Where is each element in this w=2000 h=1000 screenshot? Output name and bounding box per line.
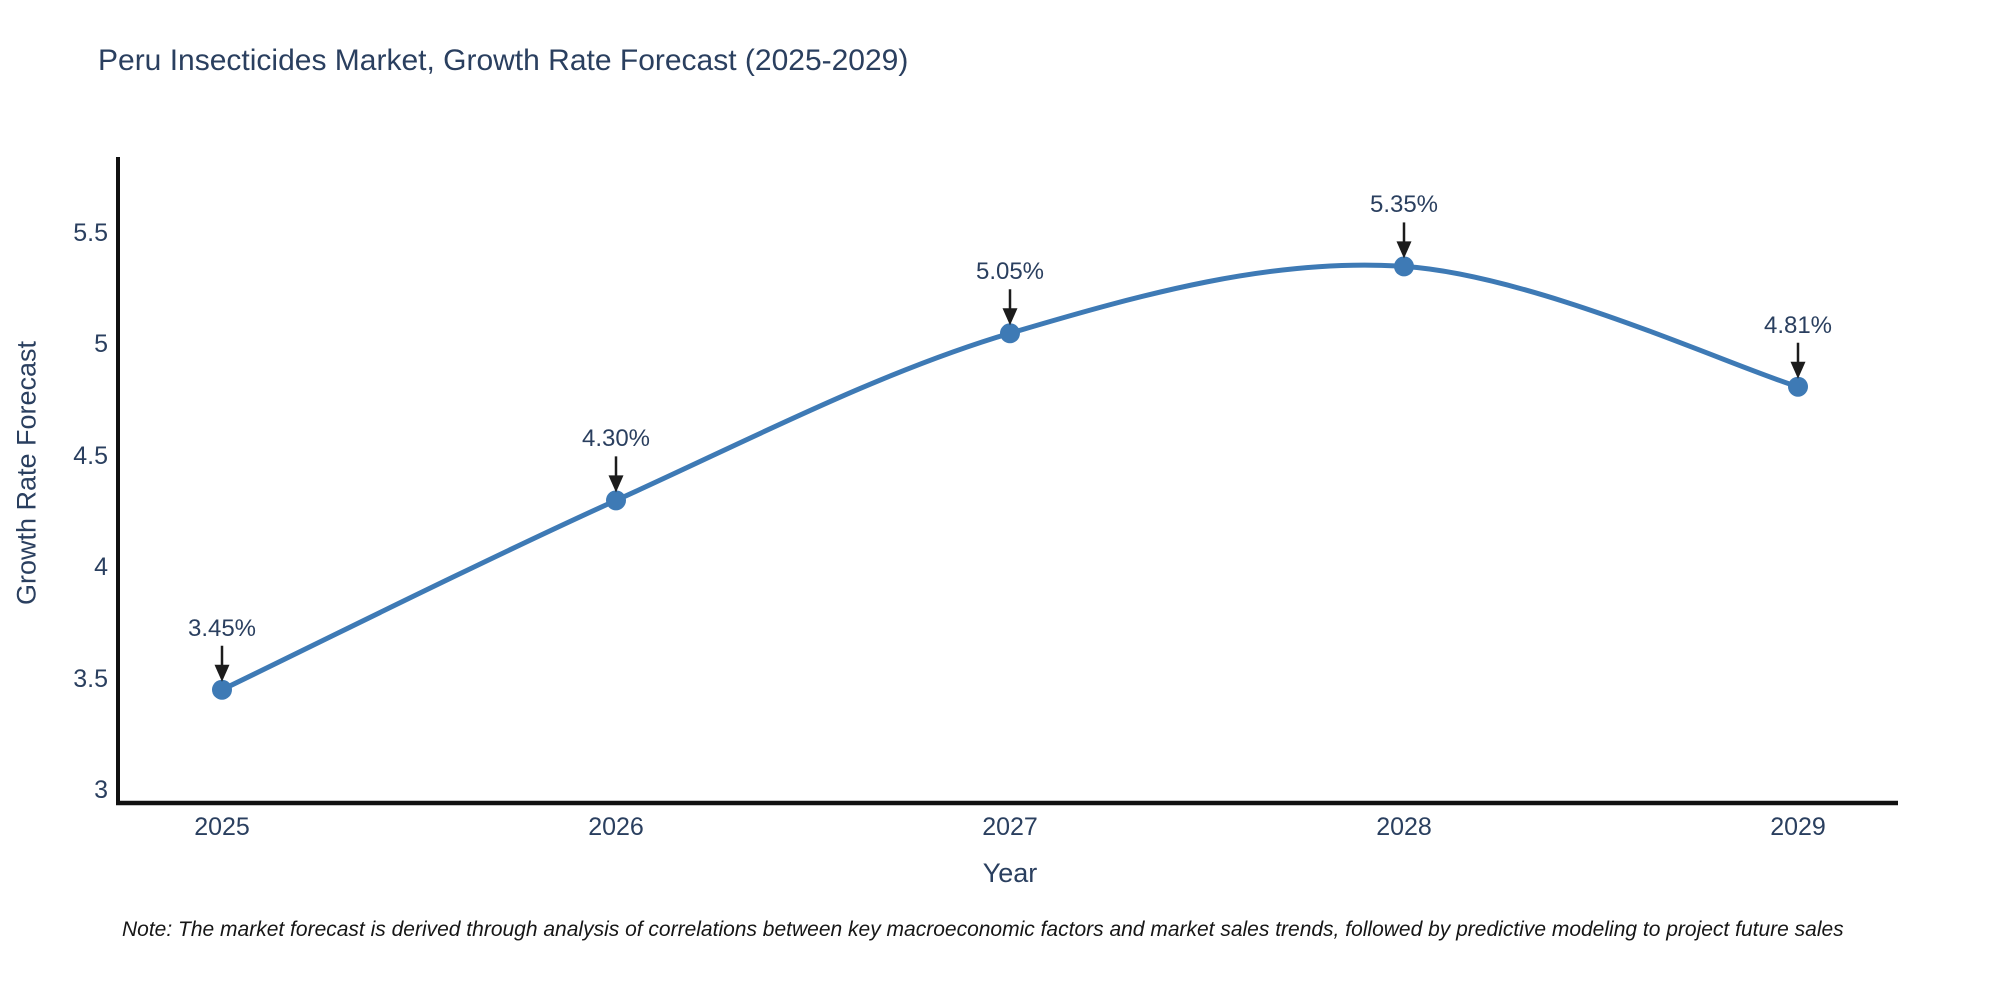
point-annotation: 5.05%: [975, 258, 1045, 286]
point-annotation: 4.81%: [1763, 311, 1833, 339]
chart-title: Peru Insecticides Market, Growth Rate Fo…: [98, 44, 909, 77]
data-point-marker: [606, 490, 626, 511]
x-tick-label: 2028: [1376, 813, 1432, 841]
x-tick-label: 2029: [1770, 813, 1826, 841]
y-tick-label: 4.5: [73, 441, 108, 470]
x-tick-label: 2026: [588, 813, 644, 841]
y-tick-label: 5: [94, 330, 108, 359]
footnote: Note: The market forecast is derived thr…: [122, 918, 1844, 941]
x-tick-label: 2027: [982, 813, 1038, 841]
data-point-marker: [1000, 323, 1020, 344]
x-tick-label: 2025: [194, 813, 250, 841]
x-axis-title: Year: [982, 858, 1038, 888]
point-annotation: 5.35%: [1369, 191, 1439, 219]
y-tick-label: 3.5: [73, 664, 108, 693]
data-point-marker: [1394, 256, 1414, 277]
data-point-marker: [212, 679, 232, 700]
annotation-arrow-head: [1002, 308, 1018, 326]
annotation-arrow-head: [1790, 361, 1806, 379]
y-tick-label: 3: [94, 776, 108, 804]
data-point-marker: [1788, 376, 1808, 397]
annotation-arrow-head: [608, 475, 624, 493]
y-tick-label: 4: [94, 553, 108, 582]
point-annotation: 4.30%: [581, 425, 651, 453]
annotation-arrow-head: [1396, 241, 1412, 259]
annotation-arrow-head: [214, 664, 230, 682]
y-tick-label: 5.5: [73, 219, 108, 247]
point-annotation: 3.45%: [187, 614, 257, 642]
